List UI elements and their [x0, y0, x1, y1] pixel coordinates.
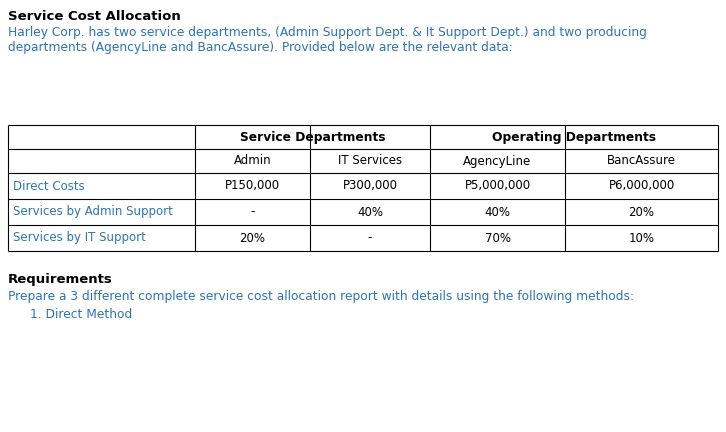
Text: Service Cost Allocation: Service Cost Allocation: [8, 10, 181, 23]
Text: Service Departments: Service Departments: [240, 130, 386, 143]
Text: Direct Costs: Direct Costs: [13, 180, 85, 193]
Text: 70%: 70%: [484, 232, 510, 245]
Text: IT Services: IT Services: [338, 155, 402, 168]
Text: 10%: 10%: [629, 232, 655, 245]
Text: BancAssure: BancAssure: [607, 155, 676, 168]
Text: P5,000,000: P5,000,000: [465, 180, 531, 193]
Text: -: -: [250, 206, 255, 219]
Text: AgencyLine: AgencyLine: [463, 155, 531, 168]
Text: 20%: 20%: [240, 232, 266, 245]
Text: Operating Departments: Operating Departments: [492, 130, 656, 143]
Text: 40%: 40%: [357, 206, 383, 219]
Text: Requirements: Requirements: [8, 273, 113, 286]
Text: Prepare a 3 different complete service cost allocation report with details using: Prepare a 3 different complete service c…: [8, 290, 634, 303]
Text: Harley Corp. has two service departments, (Admin Support Dept. & It Support Dept: Harley Corp. has two service departments…: [8, 26, 647, 39]
Text: P150,000: P150,000: [225, 180, 280, 193]
Text: Admin: Admin: [234, 155, 272, 168]
Text: Services by IT Support: Services by IT Support: [13, 232, 146, 245]
Text: P6,000,000: P6,000,000: [608, 180, 674, 193]
Text: 20%: 20%: [629, 206, 655, 219]
Text: 1. Direct Method: 1. Direct Method: [30, 308, 132, 321]
Text: P300,000: P300,000: [343, 180, 398, 193]
Text: Services by Admin Support: Services by Admin Support: [13, 206, 173, 219]
Text: 40%: 40%: [484, 206, 510, 219]
Text: -: -: [368, 232, 372, 245]
Text: departments (AgencyLine and BancAssure). Provided below are the relevant data:: departments (AgencyLine and BancAssure).…: [8, 41, 513, 54]
